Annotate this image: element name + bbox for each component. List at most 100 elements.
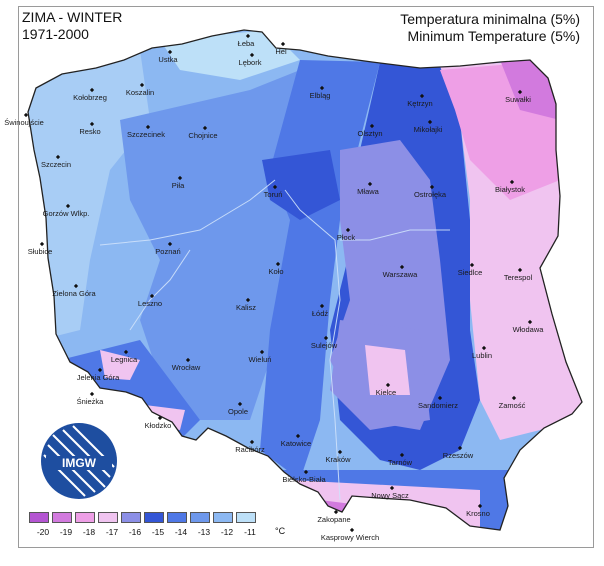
title-right: Temperatura minimalna (5%) Minimum Tempe… <box>400 11 580 45</box>
city-label: Warszawa <box>383 270 419 279</box>
city-label: Lębork <box>239 58 262 67</box>
city-label: Płock <box>337 233 356 242</box>
city-marker: Włodawa <box>513 319 544 334</box>
city-label: Chojnice <box>188 131 217 140</box>
city-label: Zamość <box>499 401 526 410</box>
city-marker: Poznań <box>155 241 181 256</box>
city-label: Katowice <box>281 439 311 448</box>
city-marker: Katowice <box>281 433 311 448</box>
city-label: Gorzów Wlkp. <box>43 209 90 218</box>
city-marker: Opole <box>228 401 248 416</box>
city-dot <box>23 112 29 118</box>
city-dot <box>89 121 95 127</box>
city-dot <box>457 445 463 451</box>
city-label: Mikołajki <box>414 125 443 134</box>
legend-value: -11 <box>244 527 256 537</box>
title-polish: Temperatura minimalna (5%) <box>400 11 580 27</box>
city-marker: Hel <box>275 41 287 56</box>
city-marker: Białystok <box>495 179 525 194</box>
city-label: Tarnów <box>388 458 413 467</box>
title-left: ZIMA - WINTER 1971-2000 <box>22 9 122 43</box>
city-dot <box>527 319 533 325</box>
city-marker: Terespol <box>504 267 533 282</box>
city-label: Elbląg <box>310 91 331 100</box>
city-dot <box>389 485 395 491</box>
legend-swatch <box>121 512 141 523</box>
city-label: Ostrołęka <box>414 190 447 199</box>
city-label: Racibórz <box>235 445 265 454</box>
city-label: Suwałki <box>505 95 531 104</box>
rivers <box>99 179 450 501</box>
city-label: Piła <box>172 181 185 190</box>
city-marker: Śnieżka <box>77 391 105 406</box>
legend-swatch <box>190 512 210 523</box>
city-label: Lublin <box>472 351 492 360</box>
city-marker: Ostrołęka <box>414 184 447 199</box>
city-label: Kielce <box>376 388 396 397</box>
city-label: Ustka <box>158 55 178 64</box>
city-marker: Kielce <box>376 382 396 397</box>
city-label: Kraków <box>325 455 351 464</box>
legend-value: -14 <box>174 527 188 537</box>
legend-value: -15 <box>151 527 165 537</box>
city-dot <box>167 241 173 247</box>
city-label: Kołobrzeg <box>73 93 107 102</box>
city-label: Jelenia Góra <box>77 373 120 382</box>
city-marker: Leszno <box>138 293 162 308</box>
city-label: Siedlce <box>458 268 483 277</box>
legend-value: -20 <box>36 527 50 537</box>
city-marker: Kalisz <box>236 297 256 312</box>
city-dot <box>477 503 483 509</box>
city-dot <box>89 87 95 93</box>
city-marker: Słubice <box>28 241 52 256</box>
city-label: Sandomierz <box>418 401 458 410</box>
city-marker: Zamość <box>499 395 526 410</box>
city-dot <box>245 33 251 39</box>
city-label: Koszalin <box>126 88 154 97</box>
city-dot <box>333 509 339 515</box>
city-dot <box>517 267 523 273</box>
title-english: Minimum Temperature (5%) <box>407 28 580 44</box>
city-label: Bielsko-Biała <box>282 475 326 484</box>
city-dot <box>249 439 255 445</box>
city-dot <box>399 264 405 270</box>
city-label: Łeba <box>238 39 256 48</box>
city-marker: Bielsko-Biała <box>282 469 327 484</box>
city-dot <box>280 41 286 47</box>
city-label: Zakopane <box>317 515 350 524</box>
legend-swatch <box>75 512 95 523</box>
legend-swatch <box>52 512 72 523</box>
city-label: Nowy Sącz <box>371 491 409 500</box>
poland-border <box>27 29 583 531</box>
city-marker: Racibórz <box>235 439 265 454</box>
city-dot <box>237 401 243 407</box>
city-marker: Tarnów <box>388 452 413 467</box>
city-label: Opole <box>228 407 248 416</box>
city-marker: Mława <box>357 181 380 196</box>
city-dot <box>337 449 343 455</box>
city-marker: Koszalin <box>126 82 154 97</box>
city-label: Kalisz <box>236 303 256 312</box>
city-dot <box>367 181 373 187</box>
city-marker: Krosno <box>466 503 490 518</box>
city-marker: Piła <box>172 175 185 190</box>
legend-value: -12 <box>220 527 234 537</box>
city-marker: Siedlce <box>458 262 483 277</box>
city-marker: Kasprowy Wierch <box>321 527 379 542</box>
city-label: Legnica <box>111 355 138 364</box>
city-dot <box>202 125 208 131</box>
city-label: Sulejów <box>311 341 338 350</box>
city-label: Kasprowy Wierch <box>321 533 379 542</box>
city-marker: Sandomierz <box>418 395 458 410</box>
city-marker: Wrocław <box>172 357 201 372</box>
city-dot <box>509 179 515 185</box>
city-label: Poznań <box>155 247 180 256</box>
legend-swatch <box>144 512 164 523</box>
city-label: Śnieżka <box>77 397 105 406</box>
legend-value: -17 <box>105 527 119 537</box>
city-marker: Lublin <box>472 345 492 360</box>
city-dot <box>429 184 435 190</box>
city-marker: Resko <box>79 121 101 136</box>
city-dot <box>275 261 281 267</box>
legend-swatch <box>236 512 256 523</box>
